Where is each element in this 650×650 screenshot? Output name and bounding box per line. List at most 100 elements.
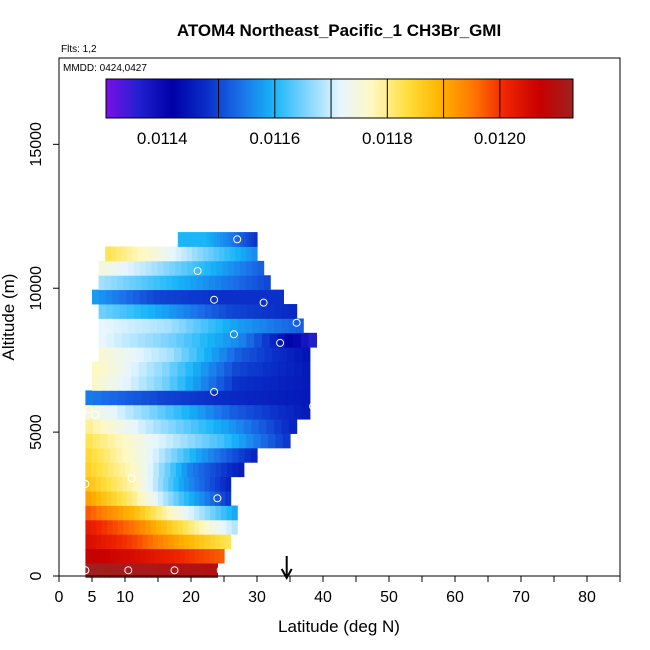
heatmap-cell bbox=[189, 476, 195, 492]
heatmap-cell bbox=[145, 505, 152, 521]
heatmap-cell bbox=[112, 519, 119, 535]
heatmap-cell bbox=[98, 347, 107, 363]
altitude-band bbox=[105, 246, 258, 262]
heatmap-cell bbox=[197, 304, 206, 319]
heatmap-cell bbox=[223, 232, 227, 247]
heatmap-cell bbox=[100, 433, 108, 449]
heatmap-cell bbox=[199, 534, 206, 550]
heatmap-cell bbox=[260, 433, 269, 449]
heatmap-cell bbox=[116, 476, 123, 492]
heatmap-cell bbox=[231, 519, 238, 535]
heatmap-cell bbox=[168, 534, 175, 550]
heatmap-cell bbox=[222, 260, 229, 276]
heatmap-cell bbox=[232, 375, 241, 391]
heatmap-cell bbox=[216, 433, 225, 449]
heatmap-cell bbox=[159, 548, 166, 564]
heatmap-cell bbox=[119, 304, 128, 319]
heatmap-cell bbox=[121, 433, 130, 449]
heatmap-cell bbox=[104, 260, 111, 276]
heatmap-cell bbox=[106, 476, 112, 492]
heatmap-cell bbox=[255, 375, 264, 391]
heatmap-cell bbox=[179, 563, 185, 578]
heatmap-cell bbox=[216, 260, 223, 276]
sample-point bbox=[216, 566, 225, 575]
y-tick-label: 15000 bbox=[28, 122, 45, 167]
heatmap-cell bbox=[204, 505, 211, 521]
heatmap-cell bbox=[134, 548, 141, 564]
heatmap-cell bbox=[302, 361, 311, 377]
sample-point bbox=[127, 474, 136, 483]
heatmap-cell bbox=[137, 476, 144, 492]
heatmap-cell bbox=[178, 534, 185, 550]
heatmap-cell bbox=[219, 246, 226, 262]
heatmap-cell bbox=[225, 232, 230, 247]
heatmap-cell bbox=[189, 534, 195, 550]
heatmap-cell bbox=[242, 232, 247, 247]
heatmap-cell bbox=[238, 332, 247, 348]
heatmap-cell bbox=[141, 275, 149, 291]
heatmap-cell bbox=[90, 491, 97, 506]
heatmap-cell bbox=[215, 289, 223, 305]
heatmap-cell bbox=[95, 548, 101, 564]
heatmap-cell bbox=[178, 275, 185, 291]
heatmap-cell bbox=[181, 404, 191, 420]
heatmap-cell bbox=[90, 548, 96, 564]
heatmap-cell bbox=[220, 447, 227, 463]
heatmap-cell bbox=[204, 476, 211, 492]
heatmap-cell bbox=[166, 519, 173, 535]
heatmap-cell bbox=[181, 462, 188, 478]
heatmap-cell bbox=[220, 505, 227, 521]
heatmap-cell bbox=[142, 534, 149, 550]
heatmap-cell bbox=[200, 375, 210, 391]
heatmap-cell bbox=[148, 304, 156, 319]
heatmap-cell bbox=[266, 419, 275, 434]
heatmap-cell bbox=[279, 347, 288, 363]
heatmap-cell bbox=[94, 563, 101, 578]
heatmap-cell bbox=[164, 246, 171, 262]
heatmap-cell bbox=[251, 419, 260, 434]
heatmap-cell bbox=[268, 433, 276, 449]
heatmap-cell bbox=[162, 375, 171, 391]
x-tick-label: 30 bbox=[248, 589, 266, 606]
heatmap-cell bbox=[250, 447, 258, 463]
heatmap-cell bbox=[128, 519, 135, 535]
heatmap-cell bbox=[190, 275, 198, 291]
heatmap-cell bbox=[177, 505, 184, 521]
altitude-band bbox=[98, 260, 265, 276]
heatmap-cell bbox=[100, 476, 107, 492]
heatmap-cell bbox=[162, 304, 170, 319]
heatmap-cell bbox=[125, 462, 132, 478]
heatmap-cell bbox=[278, 361, 288, 377]
heatmap-cell bbox=[189, 232, 193, 247]
heatmap-cell bbox=[90, 534, 97, 550]
heatmap-cell bbox=[261, 332, 271, 348]
heatmap-cell bbox=[281, 419, 290, 434]
heatmap-cell bbox=[136, 433, 145, 449]
heatmap-cell bbox=[193, 361, 202, 377]
heatmap-cell bbox=[189, 404, 199, 420]
heatmap-cell bbox=[263, 361, 272, 377]
heatmap-cell bbox=[285, 390, 295, 406]
heatmap-cell bbox=[178, 476, 185, 492]
altitude-band bbox=[85, 491, 232, 506]
heatmap-cell bbox=[110, 275, 118, 291]
heatmap-cell bbox=[129, 548, 136, 564]
heatmap-cell bbox=[219, 548, 225, 564]
heatmap-cell bbox=[137, 491, 144, 506]
heatmap-cell bbox=[90, 476, 97, 492]
heatmap-cell bbox=[197, 246, 204, 262]
heatmap-cell bbox=[115, 375, 124, 391]
heatmap-cell bbox=[218, 304, 227, 319]
heatmap-cell bbox=[154, 361, 163, 377]
heatmap-cell bbox=[165, 563, 171, 578]
heatmap-cell bbox=[215, 491, 221, 506]
heatmap-cell bbox=[277, 404, 287, 420]
sample-point bbox=[210, 295, 219, 304]
heatmap-cell bbox=[129, 275, 136, 291]
heatmap-cell bbox=[208, 275, 216, 291]
heatmap-cell bbox=[285, 404, 295, 420]
heatmap-cell bbox=[215, 462, 222, 478]
heatmap-cell bbox=[159, 246, 166, 262]
altitude-band bbox=[98, 347, 311, 363]
